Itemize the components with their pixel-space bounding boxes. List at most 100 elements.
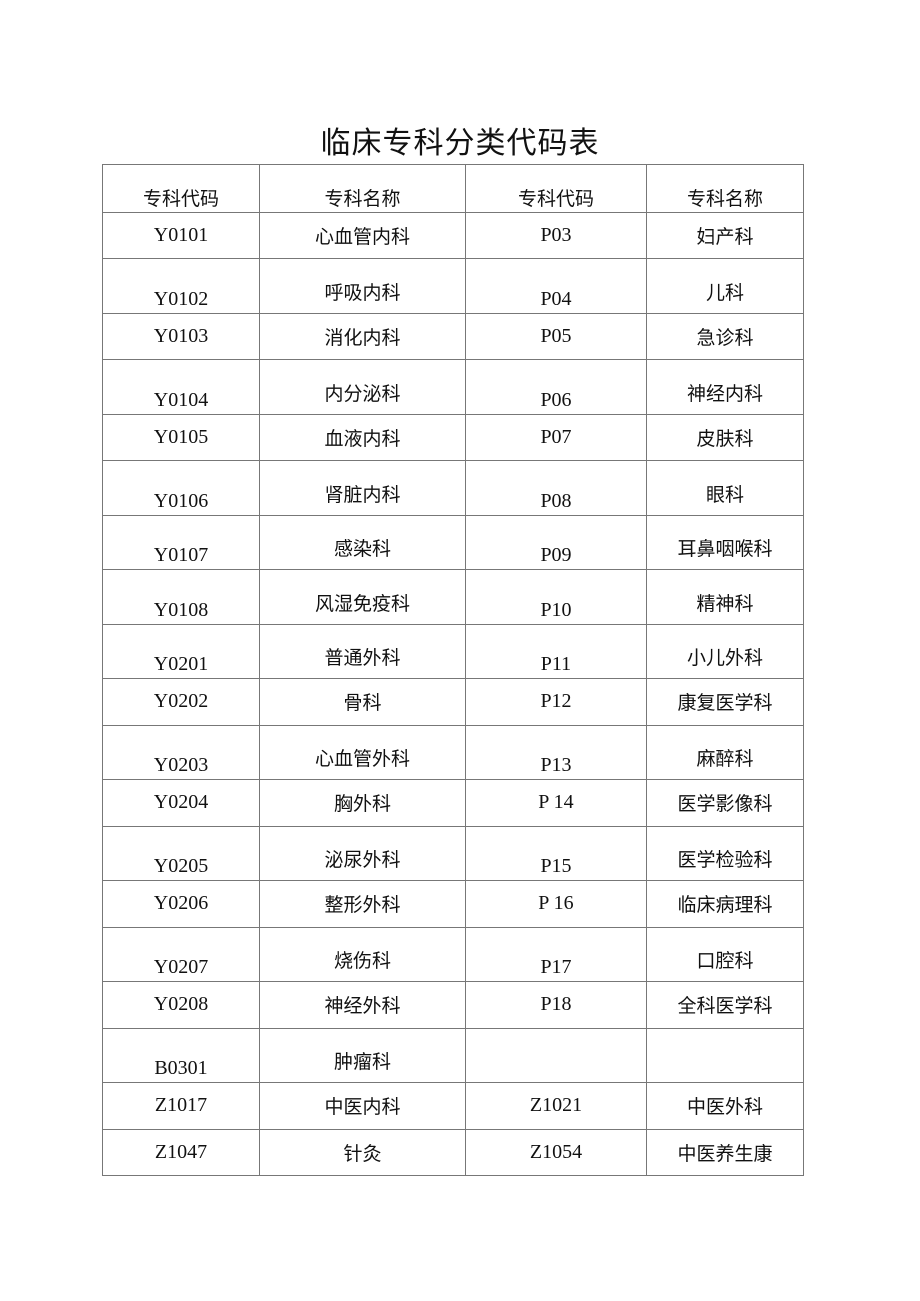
code-cell: Z1017 [102,1082,260,1130]
name-cell: 急诊科 [646,312,804,360]
table-row: B0301 肿瘤科 [102,1027,804,1083]
code-cell: Y0208 [102,981,260,1029]
name-cell: 肿瘤科 [259,1027,466,1083]
name-cell: 妇产科 [646,211,804,259]
code-cell: P17 [465,926,647,982]
name-cell: 感染科 [259,514,466,570]
name-cell: 皮肤科 [646,413,804,461]
name-cell: 眼科 [646,460,804,516]
code-cell: Y0104 [102,359,260,415]
code-cell: Y0103 [102,312,260,360]
code-cell: Y0205 [102,825,260,881]
name-cell: 血液内科 [259,413,466,461]
header-code-1: 专科代码 [102,164,260,213]
code-cell: P08 [465,460,647,516]
code-cell: Y0202 [102,678,260,726]
code-cell: P09 [465,514,647,570]
code-cell: Y0206 [102,880,260,928]
name-cell: 精神科 [646,569,804,625]
name-cell: 麻醉科 [646,724,804,780]
code-cell: Y0105 [102,413,260,461]
code-cell: Y0201 [102,623,260,679]
code-cell: P03 [465,211,647,259]
name-cell: 小儿外科 [646,623,804,679]
name-cell: 儿科 [646,258,804,314]
table-row: Y0208 神经外科 P18 全科医学科 [102,981,804,1029]
code-cell: P11 [465,623,647,679]
code-cell: P04 [465,258,647,314]
header-name-1: 专科名称 [259,164,466,213]
code-cell: P15 [465,825,647,881]
name-cell: 全科医学科 [646,981,804,1029]
code-cell: Y0102 [102,258,260,314]
table-row: Y0206 整形外科 P 16 临床病理科 [102,880,804,928]
code-cell: Z1054 [465,1128,647,1176]
name-cell: 神经外科 [259,981,466,1029]
name-cell: 胸外科 [259,779,466,827]
name-cell: 骨科 [259,678,466,726]
code-cell: Y0108 [102,569,260,625]
table-row: Y0102 呼吸内科 P04 儿科 [102,258,804,314]
header-name-2: 专科名称 [646,164,804,213]
code-cell: P10 [465,569,647,625]
name-cell: 呼吸内科 [259,258,466,314]
code-cell: Y0106 [102,460,260,516]
code-cell: P12 [465,678,647,726]
table-row: Y0207 烧伤科 P17 口腔科 [102,926,804,982]
table-row: Y0201 普通外科 P11 小儿外科 [102,623,804,679]
name-cell: 耳鼻咽喉科 [646,514,804,570]
name-cell [646,1027,804,1083]
table-header-row: 专科代码 专科名称 专科代码 专科名称 [102,164,804,213]
code-cell: P13 [465,724,647,780]
table-row: Y0101 心血管内科 P03 妇产科 [102,211,804,259]
name-cell: 风湿免疫科 [259,569,466,625]
name-cell: 消化内科 [259,312,466,360]
name-cell: 烧伤科 [259,926,466,982]
table-row: Y0104 内分泌科 P06 神经内科 [102,359,804,415]
code-cell: Y0203 [102,724,260,780]
name-cell: 泌尿外科 [259,825,466,881]
table-row: Y0105 血液内科 P07 皮肤科 [102,413,804,461]
table-row: Y0205 泌尿外科 P15 医学检验科 [102,825,804,881]
name-cell: 心血管内科 [259,211,466,259]
name-cell: 医学影像科 [646,779,804,827]
header-code-2: 专科代码 [465,164,647,213]
table-row: Y0103 消化内科 P05 急诊科 [102,312,804,360]
table-row: Y0204 胸外科 P 14 医学影像科 [102,779,804,827]
name-cell: 中医养生康 [646,1128,804,1176]
table-row: Y0202 骨科 P12 康复医学科 [102,678,804,726]
code-cell: Y0207 [102,926,260,982]
code-cell: B0301 [102,1027,260,1083]
table-row: Y0203 心血管外科 P13 麻醉科 [102,724,804,780]
code-cell [465,1027,647,1083]
code-cell: P 16 [465,880,647,928]
name-cell: 神经内科 [646,359,804,415]
name-cell: 中医内科 [259,1082,466,1130]
code-cell: P07 [465,413,647,461]
code-cell: P05 [465,312,647,360]
name-cell: 心血管外科 [259,724,466,780]
name-cell: 内分泌科 [259,359,466,415]
name-cell: 整形外科 [259,880,466,928]
name-cell: 普通外科 [259,623,466,679]
code-cell: P 14 [465,779,647,827]
table-row: Y0108 风湿免疫科 P10 精神科 [102,569,804,625]
page-title: 临床专科分类代码表 [320,126,600,161]
table-row: Z1047 针灸 Z1054 中医养生康 [102,1128,804,1176]
name-cell: 医学检验科 [646,825,804,881]
code-cell: P06 [465,359,647,415]
code-cell: Y0107 [102,514,260,570]
name-cell: 肾脏内科 [259,460,466,516]
code-cell: Y0101 [102,211,260,259]
code-cell: Z1047 [102,1128,260,1176]
name-cell: 针灸 [259,1128,466,1176]
specialty-code-table: 专科代码 专科名称 专科代码 专科名称 Y0101 心血管内科 P03 妇产科 Y010… [102,164,804,1176]
table-row: Y0106 肾脏内科 P08 眼科 [102,460,804,516]
name-cell: 康复医学科 [646,678,804,726]
table-row: Y0107 感染科 P09 耳鼻咽喉科 [102,514,804,570]
code-cell: Y0204 [102,779,260,827]
name-cell: 临床病理科 [646,880,804,928]
code-cell: P18 [465,981,647,1029]
name-cell: 口腔科 [646,926,804,982]
table-row: Z1017 中医内科 Z1021 中医外科 [102,1082,804,1130]
